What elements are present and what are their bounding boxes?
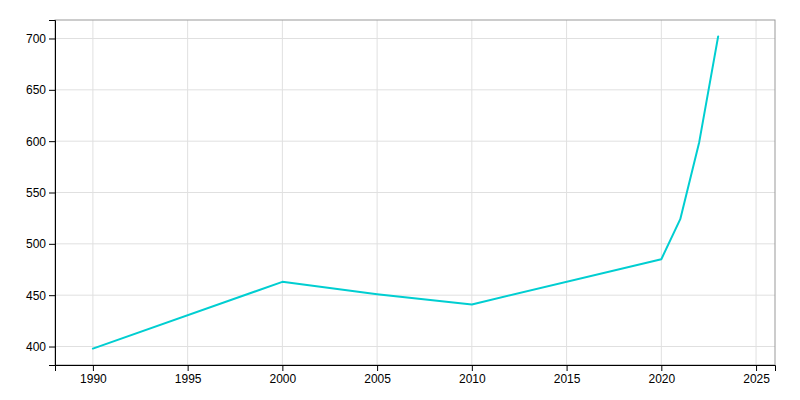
y-tick-mark [49,193,55,194]
y-tick: 500 [26,237,55,251]
y-grid-line [55,89,775,90]
x-tick-mark [282,365,283,371]
x-tick-label: 2005 [364,372,391,386]
grid [55,20,775,365]
y-axis-line [49,21,56,366]
y-grid-line [55,141,775,142]
y-tick-label: 700 [26,32,46,46]
x-tick: 2010 [459,365,486,386]
plot-area: 1990 1995 2000 2005 2010 2015 2020 2025 400 450 50… [26,20,776,386]
x-tick-mark [377,365,378,371]
y-tick-mark [49,295,55,296]
x-tick-mark [567,365,568,371]
y-grid-line [55,38,775,39]
y-grid-line [55,192,775,193]
x-tick-mark [472,365,473,371]
y-tick: 600 [26,135,55,149]
chart-svg: 1990 1995 2000 2005 2010 2015 2020 2025 400 450 50… [0,0,800,400]
x-tick-label: 2015 [554,372,581,386]
x-tick: 1990 [80,365,107,386]
x-tick-mark [188,365,189,371]
x-axis: 1990 1995 2000 2005 2010 2015 2020 2025 [56,365,776,386]
y-tick-label: 650 [26,83,46,97]
y-tick-mark [49,141,55,142]
y-tick-label: 600 [26,135,46,149]
y-tick-mark [49,38,55,39]
x-tick-mark [93,365,94,371]
marks [93,36,718,348]
y-tick-label: 500 [26,237,46,251]
x-tick: 2005 [364,365,391,386]
x-tick: 2025 [743,365,770,386]
y-tick-mark [49,244,55,245]
y-grid-line [55,295,775,296]
x-tick-label: 1990 [80,372,107,386]
y-tick-label: 450 [26,289,46,303]
x-tick-label: 2000 [270,372,297,386]
x-tick: 1995 [175,365,202,386]
x-tick: 2000 [270,365,297,386]
plot-frame [55,20,775,365]
x-tick-mark [756,365,757,371]
data-line [93,36,718,348]
y-tick: 650 [26,83,55,97]
y-tick: 450 [26,289,55,303]
y-tick-mark [49,347,55,348]
x-tick-mark [661,365,662,371]
x-tick-label: 2010 [459,372,486,386]
x-tick-label: 2020 [648,372,675,386]
y-grid-line [55,243,775,244]
y-tick: 700 [26,32,55,46]
x-tick-label: 2025 [743,372,770,386]
y-tick-mark [49,90,55,91]
x-tick: 2020 [648,365,675,386]
y-tick-label: 400 [26,340,46,354]
y-tick-label: 550 [26,186,46,200]
x-axis-line [56,366,776,372]
y-grid-line [55,346,775,347]
y-tick: 400 [26,340,55,354]
x-tick-label: 1995 [175,372,202,386]
y-tick: 550 [26,186,55,200]
x-tick: 2015 [554,365,581,386]
chart-container: 1990 1995 2000 2005 2010 2015 2020 2025 400 450 50… [0,0,800,400]
y-axis: 400 450 500 550 600 650 700 [26,21,56,366]
